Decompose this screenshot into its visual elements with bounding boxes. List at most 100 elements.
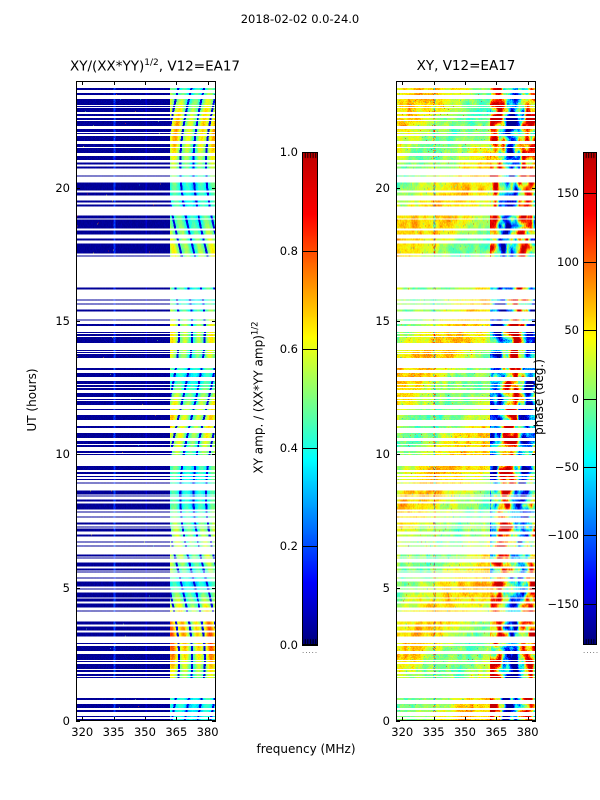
x-tick-label-335: 335 [102,725,125,739]
phase-colorbar-tickmark [583,535,597,537]
x-tickmark [207,81,209,85]
x-tickmark [144,81,146,85]
x-tick-label-320: 320 [71,725,94,739]
x-tick-label-365: 365 [165,725,188,739]
figure-suptitle: 2018-02-02 0.0-24.0 [240,12,360,26]
y-tickmark [532,321,536,322]
left-panel-title-main: XY/(XX*YY) [69,58,145,75]
y-tickmark [76,187,80,189]
phase-colorbar-tickmark [583,398,597,400]
amplitude-ratio-plot-area[interactable] [76,81,216,721]
phase-colorbar-tickmark [583,330,597,332]
left-panel-title-tail: , V12=EA17 [158,58,241,75]
x-tickmark [144,717,146,721]
amplitude-ratio-image [77,82,215,720]
x-tickmark [82,717,84,721]
amplitude-colorbar-tick-0.6: 0.6 [279,342,298,357]
y-tickmark [76,587,80,589]
y-tick-label-0: 0 [382,714,390,728]
x-tick-label-350: 350 [453,725,476,739]
phase-colorbar-tick-5: 100 [557,254,579,269]
y-tickmark [532,587,536,589]
x-tickmark [402,81,404,85]
y-tickmark [212,187,216,189]
phase-colorbar-tick-2: −50 [554,459,579,474]
amplitude-colorbar-tick-0.8: 0.8 [279,243,298,258]
y-tick-label-20: 20 [375,180,390,195]
x-tick-label-320: 320 [391,725,414,739]
x-tickmark [402,717,404,721]
x-tickmark [113,81,115,85]
y-tick-label-0: 0 [62,714,70,728]
amplitude-colorbar[interactable] [302,152,318,645]
phase-colorbar-tickmark [583,261,597,263]
y-tickmark [212,587,216,589]
amplitude-colorbar-tickmark [302,447,318,449]
y-tickmark [212,454,216,456]
phase-colorbar-tick-3: 0 [571,391,579,406]
amplitude-colorbar-label: XY amp. / (XX*YY amp)1/2 [251,268,266,528]
x-axis-label: frequency (MHz) [256,742,356,756]
y-tickmark [396,187,400,189]
x-tickmark [82,81,84,85]
y-tickmark [76,454,80,456]
x-tickmark [496,717,498,721]
y-tick-label-5: 5 [382,580,390,595]
phase-colorbar-tick-0: −150 [547,596,579,611]
amplitude-colorbar-tickmark [302,546,318,548]
x-tick-label-365: 365 [485,725,508,739]
x-tickmark [433,81,435,85]
y-tickmark [212,721,216,722]
y-tick-label-10: 10 [55,447,70,462]
x-tickmark [433,717,435,721]
y-tickmark [396,454,400,456]
phase-colorbar-underflow-marker: ..... [583,647,600,655]
phase-colorbar-tick-6: 150 [557,186,579,201]
amplitude-colorbar-tick-1.0: 1.0 [279,145,298,159]
phase-colorbar-tickmark [583,193,597,195]
x-tickmark [207,717,209,721]
phase-plot-area[interactable] [396,81,536,721]
y-tick-label-5: 5 [62,580,70,595]
x-tick-label-380: 380 [516,725,539,739]
x-tick-label-380: 380 [196,725,219,739]
x-tickmark [496,81,498,85]
x-tick-label-335: 335 [422,725,445,739]
x-tickmark [176,717,178,721]
x-tickmark [464,717,466,721]
y-tickmark [532,721,536,722]
x-tickmark [527,81,529,85]
phase-image [397,82,535,720]
y-tickmark [212,321,216,322]
x-tickmark [176,81,178,85]
x-tickmark [527,717,529,721]
amplitude-colorbar-tickmark [302,645,318,646]
amplitude-colorbar-tickmark [302,152,318,153]
y-tickmark [532,187,536,189]
y-tickmark [396,321,400,322]
amplitude-colorbar-tick-0.0: 0.0 [279,638,298,652]
y-tickmark [532,454,536,456]
amplitude-colorbar-tickmark [302,250,318,252]
amplitude-colorbar-underflow-marker: ..... [302,647,319,655]
left-panel-title-exponent: 1/2 [144,58,159,68]
y-tick-label-15: 15 [55,314,70,328]
y-tick-label-20: 20 [55,180,70,195]
left-panel-title: XY/(XX*YY)1/2, V12=EA17 [55,58,255,75]
phase-colorbar-tickmark [583,466,597,468]
y-tickmark [76,321,80,322]
x-tickmark [113,717,115,721]
y-axis-label: UT (hours) [25,368,39,432]
phase-colorbar-tick-4: 50 [564,323,579,338]
y-tick-label-15: 15 [375,314,390,328]
x-tick-label-350: 350 [133,725,156,739]
amplitude-colorbar-tick-0.2: 0.2 [279,539,298,554]
phase-colorbar-tick-1: −100 [547,528,579,543]
y-tickmark [76,721,80,722]
y-tickmark [396,721,400,722]
y-tickmark [396,587,400,589]
right-panel-title: XY, V12=EA17 [416,58,516,74]
amplitude-colorbar-label-exponent: 1/2 [250,321,261,336]
x-tickmark [464,81,466,85]
phase-colorbar-tickmark [583,603,597,605]
